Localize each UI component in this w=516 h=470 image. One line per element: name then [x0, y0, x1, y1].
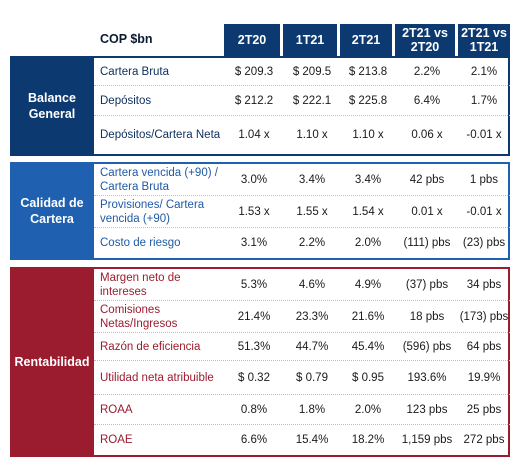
section-label-calidad: Calidad de Cartera: [10, 164, 94, 258]
cell: 193.6%: [407, 371, 447, 384]
cell: $ 213.8: [348, 65, 388, 78]
cell: (596) pbs: [402, 340, 452, 353]
table-row: ROAE 6.6% 15.4% 18.2% 1,159 pbs 272 pbs: [94, 425, 510, 455]
section-label-rentabilidad: Rentabilidad: [10, 269, 94, 455]
cell: $ 0.32: [238, 371, 270, 384]
cell: 5.3%: [240, 278, 268, 291]
cell: $ 212.2: [234, 94, 274, 107]
cell: 2.2%: [298, 237, 326, 249]
cell: 1 pbs: [469, 173, 499, 186]
table-row: Margen neto de intereses 5.3% 4.6% 4.9% …: [94, 269, 510, 301]
cell: 44.7%: [295, 340, 329, 353]
cell: 1.8%: [298, 403, 326, 416]
cell: 2.2%: [413, 65, 441, 78]
row-label: Costo de riesgo: [100, 237, 181, 249]
column-header-2t21: 2T21: [340, 24, 392, 56]
cell: 2.1%: [470, 65, 498, 78]
table-row: Comisiones Netas/Ingresos 21.4% 23.3% 21…: [94, 301, 510, 333]
cell: $ 0.95: [352, 371, 384, 384]
cell: 3.4%: [354, 173, 382, 186]
table-row: Razón de eficiencia 51.3% 44.7% 45.4% (5…: [94, 333, 510, 361]
row-label: Comisiones Netas/Ingresos: [100, 303, 178, 330]
cell: 1.54 x: [352, 205, 384, 218]
cell: 1.10 x: [352, 129, 384, 141]
table-row: Costo de riesgo 3.1% 2.2% 2.0% (111) pbs…: [94, 228, 510, 258]
cell: 34 pbs: [466, 278, 502, 291]
row-label: ROAE: [100, 434, 133, 446]
cell: 2.0%: [354, 237, 382, 249]
cell: 0.01 x: [411, 205, 443, 218]
row-label: Utilidad neta atribuible: [100, 371, 214, 384]
cell: $ 209.5: [292, 65, 332, 78]
cell: 4.9%: [354, 278, 382, 291]
cell: 21.6%: [351, 310, 385, 323]
cell: 3.1%: [240, 237, 268, 249]
row-label: Depósitos: [100, 94, 152, 107]
cell: (37) pbs: [405, 278, 449, 291]
cell: 3.0%: [240, 173, 268, 186]
row-label: Margen neto de intereses: [100, 271, 181, 298]
cell: 18 pbs: [409, 310, 445, 323]
table-row: Utilidad neta atribuible $ 0.32 $ 0.79 $…: [94, 361, 510, 395]
cell: 1.04 x: [238, 129, 270, 141]
cell: 0.8%: [240, 403, 268, 416]
row-label: Depósitos/Cartera Neta: [100, 129, 221, 141]
column-header-1t21: 1T21: [283, 24, 337, 56]
cell: 6.4%: [413, 94, 441, 107]
cell: 1,159 pbs: [401, 434, 453, 446]
cell: 6.6%: [240, 434, 268, 446]
cell: (23) pbs: [462, 237, 506, 249]
table-row: Provisiones/ Cartera vencida (+90) 1.53 …: [94, 196, 510, 228]
row-label: Cartera Bruta: [100, 65, 170, 78]
cell: 0.06 x: [411, 129, 443, 141]
currency-label: COP $bn: [100, 32, 153, 46]
table-row: ROAA 0.8% 1.8% 2.0% 123 pbs 25 pbs: [94, 395, 510, 425]
column-header-2t21-vs-1t21: 2T21 vs 1T21: [458, 24, 510, 56]
cell: $ 225.8: [348, 94, 388, 107]
row-label: Provisiones/ Cartera vencida (+90): [100, 198, 205, 225]
cell: 1.7%: [470, 94, 498, 107]
row-label: Razón de eficiencia: [100, 340, 201, 353]
cell: 45.4%: [351, 340, 385, 353]
cell: 2.0%: [354, 403, 382, 416]
section-label-balance: Balance General: [10, 58, 94, 154]
cell: 1.10 x: [296, 129, 328, 141]
column-header-2t21-vs-2t20: 2T21 vs 2T20: [395, 24, 455, 56]
cell: $ 0.79: [296, 371, 328, 384]
cell: 42 pbs: [409, 173, 445, 186]
cell: (173) pbs: [459, 310, 509, 323]
cell: 64 pbs: [466, 340, 502, 353]
row-label: ROAA: [100, 403, 133, 416]
column-header-2t20: 2T20: [224, 24, 280, 56]
cell: 1.53 x: [238, 205, 270, 218]
cell: 23.3%: [295, 310, 329, 323]
cell: 123 pbs: [406, 403, 448, 416]
cell: 4.6%: [298, 278, 326, 291]
cell: 51.3%: [237, 340, 271, 353]
cell: 25 pbs: [466, 403, 502, 416]
cell: -0.01 x: [466, 129, 502, 141]
cell: -0.01 x: [466, 205, 502, 218]
cell: 15.4%: [295, 434, 329, 446]
table-row: Cartera vencida (+90) / Cartera Bruta 3.…: [94, 164, 510, 196]
row-label: Cartera vencida (+90) / Cartera Bruta: [100, 166, 218, 193]
table-row: Depósitos $ 212.2 $ 222.1 $ 225.8 6.4% 1…: [94, 86, 510, 116]
table-row: Cartera Bruta $ 209.3 $ 209.5 $ 213.8 2.…: [94, 58, 510, 86]
cell: 1.55 x: [296, 205, 328, 218]
cell: 18.2%: [351, 434, 385, 446]
cell: 19.9%: [467, 371, 501, 384]
table-row: Depósitos/Cartera Neta 1.04 x 1.10 x 1.1…: [94, 116, 510, 154]
cell: 3.4%: [298, 173, 326, 186]
cell: $ 222.1: [292, 94, 332, 107]
cell: 21.4%: [237, 310, 271, 323]
cell: $ 209.3: [234, 65, 274, 78]
cell: 272 pbs: [463, 434, 505, 446]
cell: (111) pbs: [403, 237, 451, 249]
